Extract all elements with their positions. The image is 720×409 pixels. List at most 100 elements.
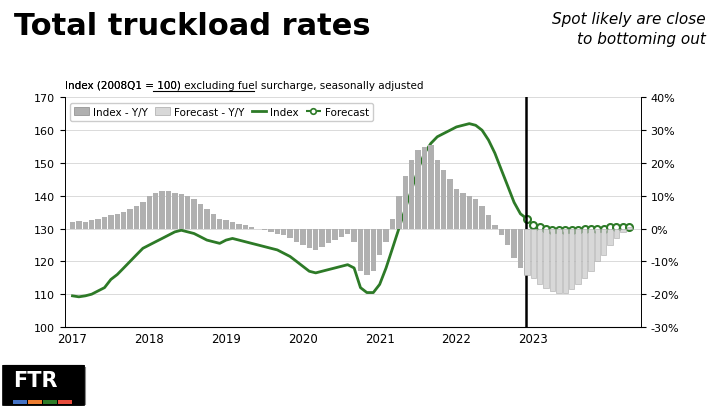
Bar — [390, 219, 395, 229]
Text: Source: FTR Trucking Update: Source: FTR Trucking Update — [158, 379, 362, 392]
Bar — [43, 400, 57, 404]
Text: Intelligence™: Intelligence™ — [90, 390, 157, 400]
Bar — [588, 229, 593, 272]
Bar — [505, 229, 510, 245]
Bar — [620, 229, 626, 232]
Bar — [198, 204, 203, 229]
Bar — [76, 222, 81, 229]
Bar — [223, 221, 229, 229]
Bar — [83, 222, 88, 229]
Bar — [230, 222, 235, 229]
Bar — [121, 213, 127, 229]
Bar — [595, 229, 600, 262]
Bar — [108, 216, 114, 229]
Bar — [441, 170, 446, 229]
Bar — [262, 229, 267, 231]
Bar — [422, 147, 427, 229]
Bar — [460, 193, 466, 229]
Bar — [249, 227, 254, 229]
Text: Spot likely are close
to bottoming out: Spot likely are close to bottoming out — [552, 12, 706, 47]
Bar — [313, 229, 318, 250]
Legend: Index - Y/Y, Forecast - Y/Y, Index, Forecast: Index - Y/Y, Forecast - Y/Y, Index, Fore… — [70, 103, 373, 121]
Text: Index (2008Q1 = 100): Index (2008Q1 = 100) — [65, 81, 184, 90]
Bar — [364, 229, 369, 275]
Text: Index (2008Q1 = 100) excluding fuel surcharge, seasonally adjusted: Index (2008Q1 = 100) excluding fuel surc… — [65, 81, 423, 90]
Bar — [58, 400, 72, 404]
Text: Transportation: Transportation — [90, 373, 161, 383]
Bar — [294, 229, 300, 242]
Bar — [601, 229, 606, 255]
Bar — [166, 191, 171, 229]
Bar — [300, 229, 305, 245]
Bar — [217, 219, 222, 229]
Bar — [345, 229, 351, 234]
Text: 33: 33 — [686, 379, 702, 392]
Text: FTR: FTR — [13, 370, 58, 390]
Bar — [70, 222, 75, 229]
Bar — [562, 229, 568, 293]
Bar — [371, 229, 376, 272]
Bar — [377, 229, 382, 255]
Bar — [613, 229, 619, 239]
Bar — [492, 226, 498, 229]
FancyBboxPatch shape — [2, 365, 85, 406]
Bar — [447, 180, 453, 229]
Bar — [159, 191, 165, 229]
Bar — [281, 229, 287, 236]
Bar — [28, 400, 42, 404]
Bar — [556, 229, 562, 293]
Bar — [537, 229, 542, 285]
Bar — [480, 206, 485, 229]
Bar — [569, 229, 575, 290]
Bar — [550, 229, 555, 291]
Bar — [192, 200, 197, 229]
Bar — [307, 229, 312, 249]
Bar — [153, 193, 158, 229]
Bar — [351, 229, 357, 242]
Bar — [511, 229, 517, 258]
Bar — [185, 196, 190, 229]
Bar — [524, 229, 530, 275]
Bar — [13, 400, 27, 404]
Bar — [210, 214, 216, 229]
Bar — [338, 229, 344, 237]
Bar — [332, 229, 338, 240]
Bar — [114, 214, 120, 229]
Bar — [89, 221, 94, 229]
Bar — [575, 229, 581, 285]
Bar — [473, 200, 478, 229]
Bar — [236, 224, 242, 229]
Bar — [358, 229, 363, 272]
Bar — [274, 229, 280, 234]
Bar — [626, 227, 632, 229]
Bar — [582, 229, 588, 278]
Bar — [435, 160, 440, 229]
Bar — [467, 196, 472, 229]
Bar — [320, 229, 325, 247]
Bar — [172, 193, 178, 229]
Bar — [608, 229, 613, 245]
Bar — [486, 216, 491, 229]
Bar — [531, 229, 536, 278]
Bar — [428, 146, 433, 229]
Bar — [409, 160, 415, 229]
Bar — [325, 229, 331, 244]
Bar — [524, 229, 530, 275]
Bar — [127, 209, 132, 229]
Bar — [544, 229, 549, 288]
Bar — [147, 196, 152, 229]
Bar — [454, 190, 459, 229]
Bar — [518, 229, 523, 268]
Bar — [179, 195, 184, 229]
Bar — [402, 177, 408, 229]
Bar — [396, 196, 402, 229]
Bar — [102, 218, 107, 229]
Bar — [383, 229, 389, 242]
Bar — [204, 209, 210, 229]
Bar — [140, 203, 145, 229]
Bar — [95, 219, 101, 229]
Bar — [134, 206, 139, 229]
Bar — [268, 229, 274, 232]
Bar — [243, 226, 248, 229]
Text: Total truckload rates: Total truckload rates — [14, 12, 371, 41]
